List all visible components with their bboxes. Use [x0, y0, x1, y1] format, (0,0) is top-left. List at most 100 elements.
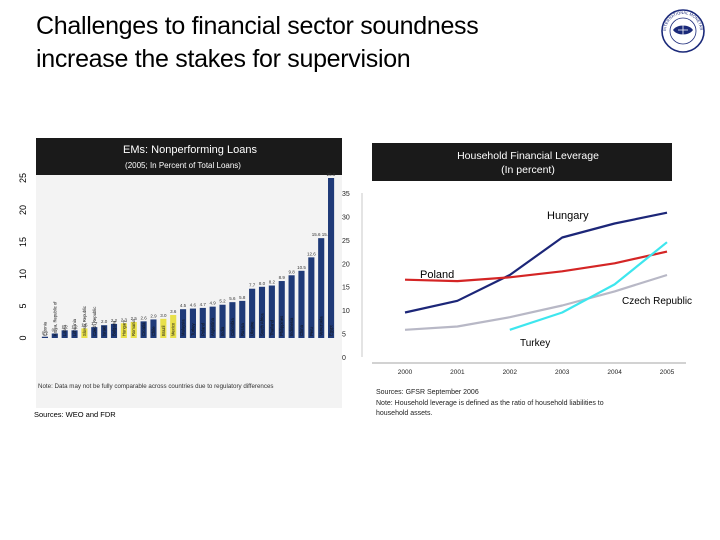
- bar: [160, 318, 167, 338]
- bar: [120, 323, 127, 338]
- data-label: 15.6 15.7: [312, 232, 331, 237]
- y-tick-label: 20: [18, 205, 28, 215]
- bar: [71, 330, 78, 338]
- series-line-czech-republic: [404, 273, 668, 331]
- bar: [258, 286, 266, 338]
- y-tick-label: 35: [342, 191, 350, 198]
- x-tick-label: Poland: [200, 322, 205, 336]
- bar: [278, 281, 285, 338]
- data-label: 9.8: [288, 269, 295, 274]
- y-tick-label: 30: [342, 214, 350, 221]
- chart-header: [372, 143, 672, 181]
- data-label: 0.2: [42, 331, 49, 336]
- data-label: 2.5: [131, 316, 138, 321]
- x-tick-label: Russia: [240, 323, 245, 336]
- x-tick-label: Slovak Republic: [82, 306, 87, 336]
- x-tick-label: Venezuela: [319, 316, 324, 336]
- bar: [249, 288, 256, 338]
- x-tick-label: Croatia: [141, 322, 146, 336]
- bar: [328, 178, 335, 338]
- x-tick-label: Bulgaria: [112, 320, 117, 336]
- data-label: 5.8: [239, 295, 246, 300]
- title-line-2: increase the stakes for supervision: [36, 45, 411, 73]
- npl-bar-chart: EMs: Nonperforming Loans (2005; In Percen…: [18, 138, 342, 408]
- bar: [51, 333, 58, 338]
- data-label: 25.0: [327, 172, 336, 177]
- y-tick-label: 5: [18, 303, 28, 308]
- bar: [41, 336, 48, 338]
- data-label: 8.2: [269, 280, 276, 285]
- series-line-poland: [404, 250, 668, 283]
- x-tick-label: Indonesia: [289, 317, 294, 336]
- bar: [308, 257, 315, 338]
- left-sources: Sources: WEO and FDR: [34, 410, 116, 419]
- x-tick-label: Ukraine: [250, 321, 255, 336]
- y-tick-label: 25: [342, 238, 350, 245]
- data-label: 12.6: [307, 251, 316, 256]
- y-tick-label: 10: [342, 308, 350, 315]
- x-tick-label: 2004: [607, 369, 622, 376]
- x-tick-label: 2005: [660, 369, 675, 376]
- x-tick-label: Malaysia: [181, 319, 186, 336]
- data-label: 4.6: [190, 303, 197, 308]
- series-line-hungary: [404, 211, 668, 314]
- x-tick-label: Israel: [102, 326, 107, 336]
- chart-sources: Sources: GFSR September 2006: [376, 389, 479, 396]
- bar: [268, 285, 275, 338]
- data-label: 4.9: [210, 301, 217, 306]
- x-tick-label: 2002: [503, 369, 518, 376]
- data-label: 3.6: [170, 309, 177, 314]
- bar: [150, 319, 157, 338]
- series-label-poland: Poland: [420, 269, 454, 281]
- leverage-line-chart: Household Financial Leverage (In percent)…: [342, 143, 692, 417]
- bar: [229, 302, 236, 338]
- data-label: 2.2: [111, 318, 118, 323]
- bar: [209, 306, 216, 338]
- x-tick-label: Turkey: [190, 322, 195, 336]
- bar: [61, 330, 68, 338]
- y-tick-label: 15: [342, 285, 350, 292]
- chart-note: Note: Data may not be fully comparable a…: [38, 383, 273, 390]
- data-label: 8.0: [259, 281, 266, 286]
- data-label: 10.5: [297, 265, 306, 270]
- data-label: 0.7: [52, 328, 59, 333]
- series-label-czech-republic: Czech Republic: [622, 296, 692, 307]
- y-tick-label: 20: [342, 261, 350, 268]
- x-tick-label: Philippines: [279, 316, 284, 336]
- x-tick-label: Peru: [309, 326, 314, 336]
- chart-note: Note: Household leverage is defined as t…: [376, 400, 604, 407]
- x-tick-label: Brazil: [161, 325, 166, 336]
- series-line-turkey: [509, 241, 668, 331]
- slide-title: Challenges to financial sector soundness…: [36, 10, 596, 76]
- x-tick-label: Estonia: [42, 321, 47, 336]
- x-tick-label: Mexico: [171, 322, 176, 336]
- y-tick-label: 10: [18, 269, 28, 279]
- bar: [81, 328, 88, 338]
- data-label: 5.6: [229, 296, 236, 301]
- x-tick-label: Thailand: [269, 319, 274, 336]
- data-label: 1.7: [91, 321, 98, 326]
- chart-subtitle: (2005; In Percent of Total Loans): [125, 161, 241, 170]
- series-label-turkey: Turkey: [520, 338, 550, 349]
- data-label: 2.3: [121, 317, 128, 322]
- bar: [91, 327, 98, 338]
- bar: [318, 238, 325, 338]
- plot-background: [36, 138, 342, 408]
- x-tick-label: Colombia: [230, 318, 235, 336]
- data-label: 2.9: [150, 313, 157, 318]
- bar: [288, 275, 295, 338]
- x-tick-label: South Africa: [260, 313, 265, 336]
- title-line-1: Challenges to financial sector soundness: [36, 12, 479, 40]
- x-tick-label: Argentina: [210, 317, 215, 336]
- bar: [110, 323, 118, 338]
- x-tick-label: 2001: [450, 369, 465, 376]
- x-tick-label: Egypt: [329, 324, 334, 336]
- bar: [140, 321, 147, 338]
- x-tick-label: India: [220, 326, 225, 336]
- data-label: 4.5: [180, 303, 187, 308]
- x-tick-label: Romania: [131, 319, 136, 336]
- x-tick-label: Czech Republic: [92, 307, 97, 336]
- data-label: 5.2: [219, 299, 226, 304]
- chart-title: EMs: Nonperforming Loans: [123, 144, 257, 156]
- data-label: 1.2: [71, 324, 78, 329]
